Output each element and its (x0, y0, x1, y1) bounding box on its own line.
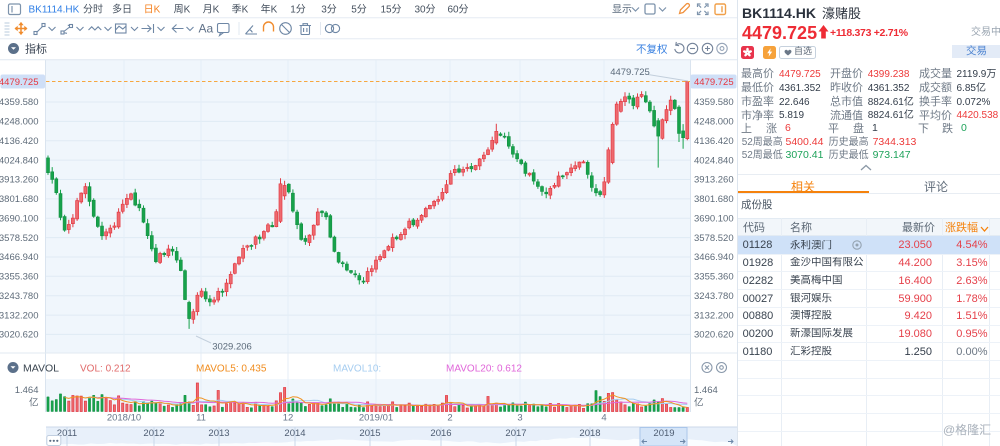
svg-text:MAVOL20: 0.612: MAVOL20: 0.612 (446, 364, 522, 375)
svg-text:3466.940: 3466.940 (694, 252, 734, 263)
svg-text:3578.520: 3578.520 (0, 233, 39, 244)
svg-text:3355.360: 3355.360 (694, 272, 734, 283)
svg-text:4: 4 (601, 413, 606, 424)
svg-text:指标: 指标 (25, 41, 47, 55)
svg-text:4479.725: 4479.725 (610, 67, 650, 78)
svg-text:2: 2 (447, 413, 452, 424)
svg-text:分时: 分时 (83, 4, 103, 16)
svg-text:亿: 亿 (694, 397, 704, 409)
svg-text:30分: 30分 (414, 4, 435, 16)
svg-text:4479.725: 4479.725 (0, 77, 39, 88)
svg-text:4024.840: 4024.840 (0, 155, 39, 166)
svg-text:2018: 2018 (579, 428, 600, 439)
svg-text:MAVOL5: 0.435: MAVOL5: 0.435 (196, 364, 267, 375)
svg-text:3: 3 (517, 413, 522, 424)
svg-text:季K: 季K (232, 4, 249, 16)
svg-text:BK1114.HK: BK1114.HK (29, 5, 80, 16)
svg-text:3690.100: 3690.100 (0, 213, 39, 224)
svg-text:4136.420: 4136.420 (0, 136, 39, 147)
svg-text:3913.260: 3913.260 (694, 175, 734, 186)
svg-text:4248.000: 4248.000 (694, 117, 734, 128)
svg-text:3029.206: 3029.206 (212, 342, 252, 353)
svg-text:MAVOL10:: MAVOL10: (333, 364, 381, 375)
svg-text:2014: 2014 (284, 428, 305, 439)
svg-text:2016: 2016 (430, 428, 451, 439)
svg-text:60分: 60分 (447, 4, 468, 16)
svg-text:5分: 5分 (351, 4, 367, 16)
svg-text:2011: 2011 (57, 428, 77, 439)
svg-text:1分: 1分 (290, 4, 306, 16)
svg-text:年K: 年K (261, 3, 278, 16)
svg-text:1.464: 1.464 (694, 385, 718, 396)
svg-text:多日: 多日 (112, 3, 132, 16)
svg-text:3243.780: 3243.780 (694, 291, 734, 302)
svg-text:2019: 2019 (653, 428, 674, 439)
svg-text:3243.780: 3243.780 (0, 291, 39, 302)
svg-text:显示: 显示 (612, 4, 632, 16)
svg-text:VOL: 0.212: VOL: 0.212 (80, 364, 131, 375)
svg-text:亿: 亿 (29, 397, 39, 409)
svg-text:4359.580: 4359.580 (694, 97, 734, 108)
svg-text:11: 11 (196, 413, 206, 424)
svg-text:1.464: 1.464 (15, 385, 39, 396)
svg-text:不复权: 不复权 (636, 43, 668, 56)
svg-text:3690.100: 3690.100 (694, 213, 734, 224)
svg-text:4479.725: 4479.725 (694, 77, 734, 88)
svg-text:3132.200: 3132.200 (694, 310, 734, 321)
svg-text:3分: 3分 (321, 4, 337, 16)
svg-text:MAVOL: MAVOL (23, 363, 59, 375)
svg-text:4136.420: 4136.420 (694, 136, 734, 147)
svg-text:3020.620: 3020.620 (0, 330, 39, 341)
svg-text:4248.000: 4248.000 (0, 117, 39, 128)
svg-text:15分: 15分 (380, 4, 401, 16)
svg-text:3466.940: 3466.940 (0, 252, 39, 263)
svg-text:Aa: Aa (199, 22, 214, 36)
svg-text:12: 12 (283, 413, 294, 424)
svg-text:月K: 月K (203, 4, 220, 16)
svg-text:4359.580: 4359.580 (0, 97, 39, 108)
svg-text:3578.520: 3578.520 (694, 233, 734, 244)
svg-text:3801.680: 3801.680 (0, 194, 39, 205)
svg-text:3801.680: 3801.680 (694, 194, 734, 205)
svg-text:2013: 2013 (208, 428, 229, 439)
svg-text:3132.200: 3132.200 (0, 310, 39, 321)
svg-text:3020.620: 3020.620 (694, 330, 734, 341)
svg-text:2019/01: 2019/01 (359, 413, 393, 424)
svg-text:3355.360: 3355.360 (0, 272, 39, 283)
svg-text:2017: 2017 (505, 428, 526, 439)
svg-text:2018/10: 2018/10 (107, 413, 141, 424)
svg-text:2012: 2012 (143, 428, 164, 439)
svg-text:2015: 2015 (359, 428, 380, 439)
svg-text:4024.840: 4024.840 (694, 155, 734, 166)
svg-text:日K: 日K (144, 5, 161, 16)
svg-text:周K: 周K (174, 4, 191, 16)
svg-text:3913.260: 3913.260 (0, 175, 39, 186)
